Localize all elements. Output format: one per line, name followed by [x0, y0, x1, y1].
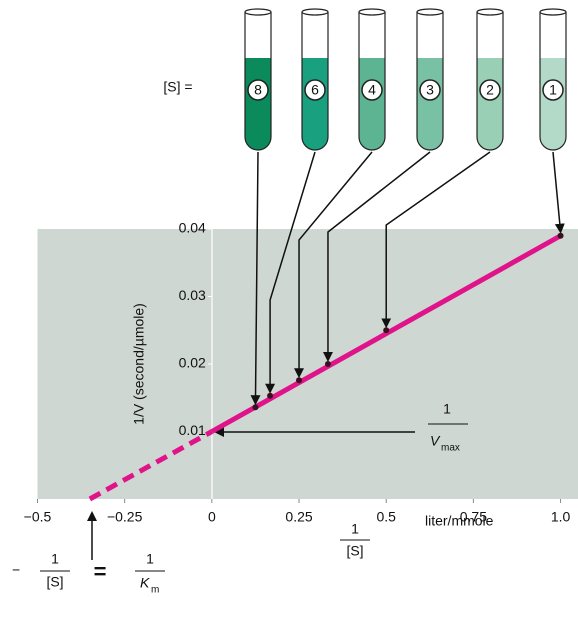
x-tick-label: 0 [208, 509, 216, 525]
x-tick-label: 1.0 [551, 509, 571, 525]
y-tick-label: 0.04 [179, 220, 206, 236]
vmax-numerator: 1 [443, 401, 451, 417]
km-sign: − [12, 562, 20, 578]
tube-rim [417, 9, 443, 15]
tube-rim [540, 9, 566, 15]
km-left-numerator: 1 [51, 551, 59, 567]
data-point [325, 361, 331, 367]
x-tick-label: 0.75 [460, 509, 487, 525]
concentration-label: [S] = [163, 79, 192, 95]
km-annotation: − 1 [S] = 1 K m [12, 513, 165, 596]
y-axis-label: 1/V (second/µmole) [131, 303, 147, 425]
data-point [267, 393, 273, 399]
tube-liquid [302, 58, 328, 150]
tube-liquid [540, 58, 566, 150]
x-tick-label: 0.5 [376, 509, 396, 525]
tube-liquid [477, 58, 503, 150]
km-right-numerator: 1 [146, 551, 154, 567]
tube-label: 6 [311, 82, 319, 98]
data-point [558, 233, 564, 239]
data-point [383, 327, 389, 333]
data-point [296, 377, 302, 383]
test-tube: 4 [359, 9, 385, 150]
tube-rim [477, 9, 503, 15]
test-tube: 3 [417, 9, 443, 150]
tube-label: 2 [486, 82, 494, 98]
tube-liquid [245, 58, 271, 150]
tube-liquid [417, 58, 443, 150]
x-label-denominator: [S] [346, 543, 363, 559]
tube-liquid [359, 58, 385, 150]
pointer-arrow [553, 152, 561, 232]
test-tube: 1 [540, 9, 566, 150]
tube-label: 8 [254, 82, 262, 98]
vmax-subscript: max [441, 443, 460, 454]
test-tube: 8 [245, 9, 271, 150]
x-tick-label: −0.25 [107, 509, 143, 525]
chart: [S] = 1/V (second/µmole) 1 [S] liter/mmo… [0, 0, 578, 616]
tube-label: 4 [368, 82, 376, 98]
tube-rim [359, 9, 385, 15]
km-left-denominator: [S] [46, 574, 63, 590]
test-tube: 6 [302, 9, 328, 150]
x-label-numerator: 1 [351, 521, 359, 537]
km-equals: = [94, 559, 107, 584]
y-tick-label: 0.01 [179, 422, 206, 438]
km-subscript: m [151, 585, 159, 596]
km-symbol: K [140, 575, 150, 591]
y-tick-label: 0.03 [179, 287, 206, 303]
data-point [252, 404, 258, 410]
tube-label: 3 [426, 82, 434, 98]
test-tube: 2 [477, 9, 503, 150]
tube-rim [245, 9, 271, 15]
tube-rim [302, 9, 328, 15]
tube-label: 1 [549, 82, 557, 98]
x-tick-label: −0.5 [24, 509, 52, 525]
y-tick-label: 0.02 [179, 355, 206, 371]
x-tick-label: 0.25 [285, 509, 312, 525]
